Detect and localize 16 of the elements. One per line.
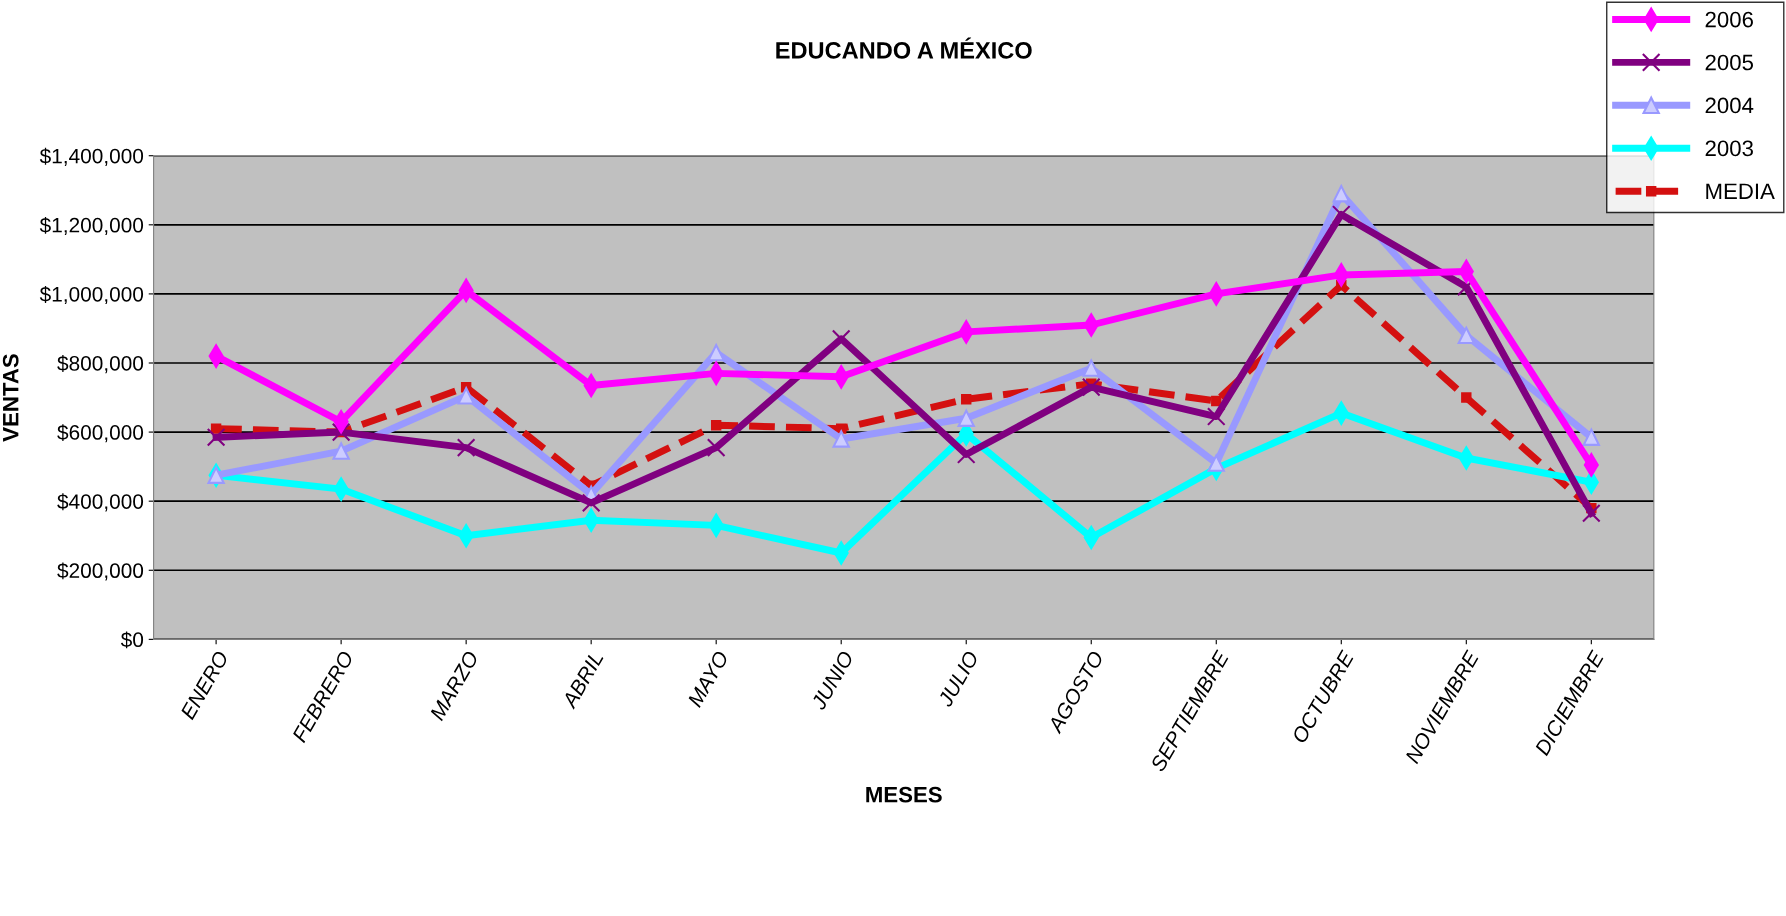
y-tick-label: $600,000 xyxy=(57,424,144,443)
legend-label: 2005 xyxy=(1705,54,1754,71)
y-tick-label: $0 xyxy=(120,631,144,649)
legend-label: 2003 xyxy=(1705,140,1753,157)
legend-label: 2006 xyxy=(1705,11,1753,28)
y-tick-label: $1,400,000 xyxy=(39,147,144,166)
y-tick-label: $800,000 xyxy=(57,355,144,374)
chart-title: EDUCANDO A MÉXICO xyxy=(776,37,1032,59)
x-axis-title: MESES xyxy=(866,786,942,803)
y-tick-label: $400,000 xyxy=(57,493,144,512)
y-tick-label: $200,000 xyxy=(57,562,144,581)
y-tick-label: $1,200,000 xyxy=(39,216,144,236)
legend-label: 2004 xyxy=(1705,97,1754,114)
y-tick-label: $1,000,000 xyxy=(39,286,144,305)
legend-label: MEDIA xyxy=(1706,183,1775,199)
y-axis-title: VENTAS xyxy=(2,354,19,442)
